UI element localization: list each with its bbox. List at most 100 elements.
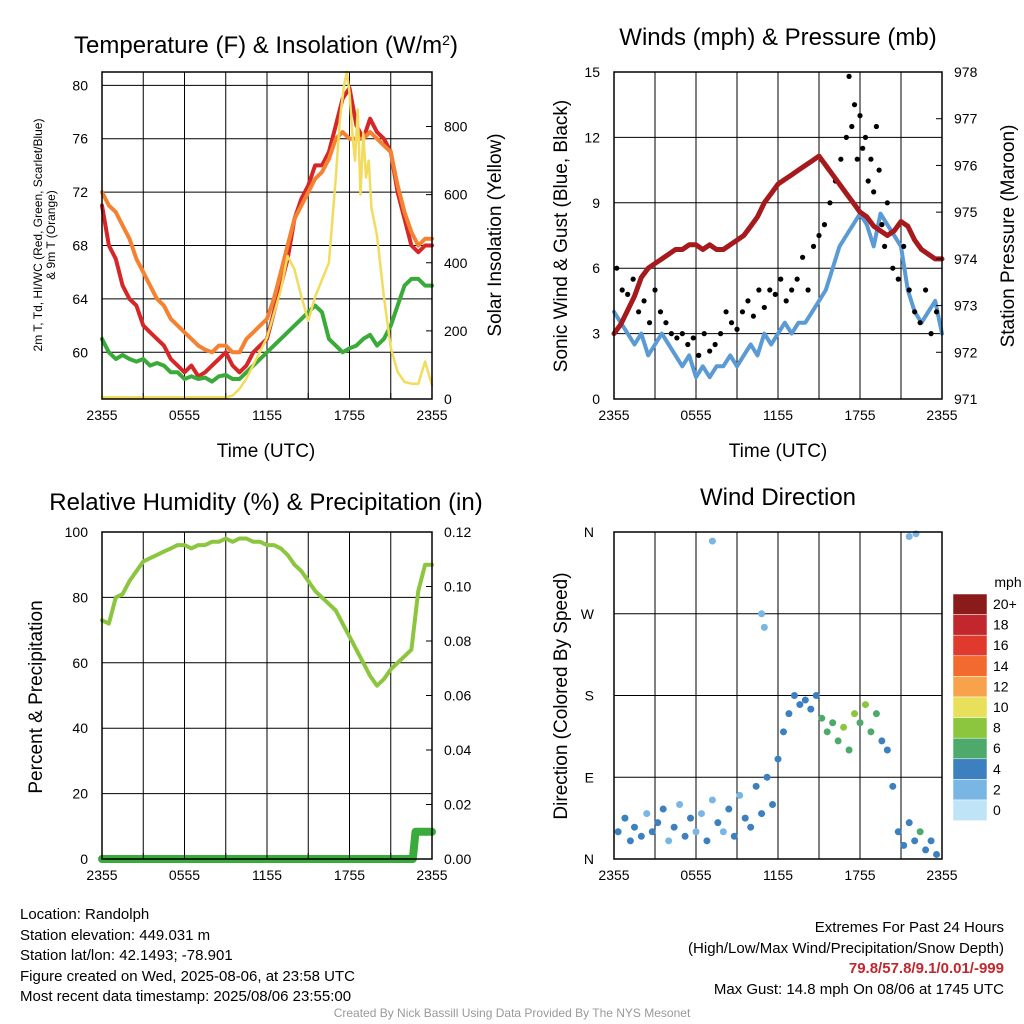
gust-point <box>690 335 696 341</box>
gust-point <box>636 309 642 315</box>
direction-point <box>927 837 935 845</box>
humidity-y-tick-label: 40 <box>72 720 88 736</box>
humidity-title: Relative Humidity (%) & Precipitation (i… <box>49 489 482 516</box>
direction-point <box>840 723 848 731</box>
gust-point <box>728 320 735 326</box>
direction-point <box>708 796 716 804</box>
speed-legend-label: 4 <box>993 761 1001 777</box>
direction-point <box>916 828 924 836</box>
gust-point <box>873 123 880 130</box>
speed-legend-label: 18 <box>993 617 1009 633</box>
winds-y-tick-label: 0 <box>592 391 600 407</box>
wind-direction-y-tick-label: S <box>585 688 594 704</box>
gust-point <box>614 265 620 271</box>
humidity-panel: Relative Humidity (%) & Precipitation (i… <box>26 489 483 883</box>
temperature-y-tick-label: 72 <box>72 184 88 200</box>
direction-point <box>834 737 842 745</box>
speed-legend-swatch <box>952 717 988 739</box>
wind-direction-x-tick-label: 0555 <box>680 867 711 883</box>
temperature-panel: Temperature (F) & Insolation (W/m2) 2355… <box>31 32 506 462</box>
wind-direction-y-tick-label: N <box>584 851 594 867</box>
wind-direction-y-label: Direction (Colored By Speed) <box>551 572 572 819</box>
direction-point <box>922 846 930 854</box>
humidity-y-tick-label: 80 <box>72 589 88 605</box>
humidity-line <box>100 536 434 688</box>
temperature-x-tick-label: 1155 <box>252 407 282 423</box>
gust-point <box>901 243 907 249</box>
gust-point <box>750 313 757 319</box>
humidity-x-tick-label: 2355 <box>86 867 117 883</box>
winds-x-tick-label: 1155 <box>763 407 793 423</box>
gust-point <box>756 287 762 293</box>
direction-point <box>911 837 919 845</box>
temperature-y-tick-label: 68 <box>72 238 88 254</box>
temperature-y2-tick-label: 200 <box>444 323 468 339</box>
direction-point <box>681 832 689 840</box>
direction-point <box>614 828 622 836</box>
gust-point <box>868 156 874 162</box>
temperature-x-label: Time (UTC) <box>217 441 316 462</box>
winds-y2-tick-label: 978 <box>954 64 978 80</box>
speed-legend-label: 20+ <box>993 596 1017 612</box>
humidity-y2-tick-label: 0.08 <box>444 633 471 649</box>
temperature-y2-tick-label: 400 <box>444 255 468 271</box>
direction-point <box>823 728 831 736</box>
winds-x-label: Time (UTC) <box>729 441 828 462</box>
direction-point <box>872 710 880 718</box>
speed-legend-swatch <box>952 758 988 780</box>
extremes-values: 79.8/57.8/9.1/0.01/-999 <box>848 960 1004 977</box>
gust-point <box>778 276 784 282</box>
wind-direction-x-tick-label: 1755 <box>844 867 875 883</box>
speed-legend-label: 14 <box>993 658 1009 674</box>
direction-point <box>801 696 809 704</box>
humidity-x-tick-label: 1155 <box>252 867 282 883</box>
temp_9m-line <box>100 130 434 355</box>
gust-point <box>739 309 746 315</box>
gust-point <box>707 348 713 354</box>
gust-point <box>816 232 822 239</box>
gust-point <box>772 291 778 297</box>
speed-legend-swatch <box>952 696 988 718</box>
speed-legend-swatch <box>952 799 988 821</box>
gust-point <box>890 265 896 271</box>
gust-point <box>917 320 923 326</box>
temperature-y2-tick-label: 600 <box>444 187 468 203</box>
gust-point <box>933 309 940 315</box>
speed-legend-swatch <box>952 634 988 657</box>
direction-point <box>626 837 634 845</box>
gust-point <box>923 287 929 293</box>
gust-point <box>723 309 729 315</box>
direction-point <box>703 837 711 845</box>
winds-x-tick-label: 0555 <box>680 407 711 423</box>
wind-direction-y-tick-label: N <box>584 524 594 540</box>
direction-point <box>654 819 662 827</box>
direction-point <box>779 728 787 736</box>
gust-point <box>843 134 849 140</box>
gust-point <box>663 320 669 326</box>
direction-point <box>621 814 629 822</box>
winds-y-tick-label: 6 <box>592 260 600 276</box>
gust-point <box>906 287 912 293</box>
gust-point <box>862 134 869 140</box>
pressure-line <box>611 153 945 337</box>
gust-point <box>685 341 691 348</box>
temperature-y-label: 2m T, Td, HI/WC (Red, Green, Scarlet/Blu… <box>31 119 58 352</box>
gust-point <box>657 309 664 315</box>
gust-point <box>895 276 901 282</box>
extremes-info: Extremes For Past 24 Hours (High/Low/Max… <box>688 918 1004 1000</box>
gust-point <box>696 352 702 358</box>
direction-point <box>905 819 913 827</box>
gust-point <box>846 73 852 79</box>
direction-point <box>752 782 760 790</box>
direction-point <box>763 773 771 781</box>
direction-point <box>725 805 733 813</box>
direction-point <box>883 746 891 754</box>
speed-legend-label: 16 <box>993 637 1009 653</box>
wind-line <box>612 211 944 380</box>
winds-title: Winds (mph) & Pressure (mb) <box>619 24 936 51</box>
winds-y-tick-label: 3 <box>592 326 600 342</box>
direction-point <box>665 837 673 845</box>
speed-legend-swatch <box>952 614 988 636</box>
wind-direction-panel: Wind Direction 2355 0555 1155 1755 2355NESWN… <box>551 484 1022 883</box>
